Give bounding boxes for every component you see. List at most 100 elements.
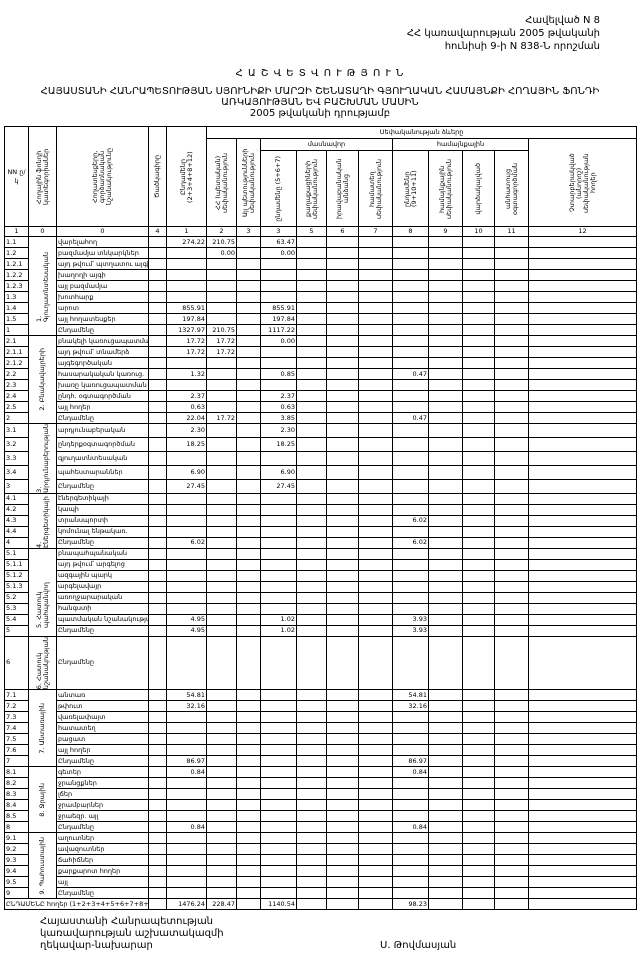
value-cell [296, 700, 327, 713]
value-cell [527, 346, 638, 358]
value-cell [527, 843, 638, 856]
value-cell [206, 799, 237, 812]
value-cell [206, 525, 237, 538]
value-cell [236, 854, 261, 867]
value-cell [206, 423, 237, 438]
value-cell [206, 379, 237, 391]
data-row: 5.1.3 արգելավայր [4, 580, 638, 593]
row-name: Ընդամենը [56, 324, 149, 336]
value-cell [428, 558, 463, 571]
value-cell [358, 291, 393, 303]
value-cell: 17.72 [206, 335, 237, 347]
code-cell [148, 436, 167, 452]
value-cell [236, 799, 261, 812]
row-number: 1.4 [4, 302, 29, 314]
value-cell [392, 346, 429, 358]
value-cell [527, 450, 638, 466]
value-cell [494, 536, 529, 549]
value-cell [206, 766, 237, 779]
row-number: 2.2 [4, 368, 29, 380]
value-cell [236, 711, 261, 724]
row-name: ջրանցքներ [56, 777, 149, 790]
value-cell [358, 368, 393, 380]
value-cell [326, 810, 359, 823]
value-cell [260, 280, 297, 292]
value-cell [392, 379, 429, 391]
value-cell [462, 291, 495, 303]
value-cell [236, 478, 261, 494]
footer-line: Հայաստանի Հանրապետության [40, 916, 214, 927]
value-cell [166, 503, 207, 516]
value-cell [358, 302, 393, 314]
header-text: ընդամենը (5+6+7) [274, 155, 282, 222]
value-cell [428, 478, 463, 494]
value-cell [326, 412, 359, 424]
value-cell [428, 613, 463, 626]
value-cell [236, 810, 261, 823]
row-name: այդ թվում՝ տնամերձ [56, 346, 149, 358]
value-cell [392, 843, 429, 856]
value-cell [206, 810, 237, 823]
value-cell [326, 478, 359, 494]
value-cell [428, 547, 463, 560]
value-cell [494, 602, 529, 615]
value-cell [260, 755, 297, 768]
value-cell [527, 635, 638, 691]
row-name: լճեր [56, 788, 149, 801]
value-cell: 6.90 [166, 464, 207, 480]
row-number: 7.1 [4, 689, 29, 702]
value-cell [527, 744, 638, 757]
value-cell [326, 876, 359, 889]
value-cell [494, 291, 529, 303]
value-cell [527, 865, 638, 878]
value-cell [527, 689, 638, 702]
value-cell [206, 313, 237, 325]
value-cell [392, 602, 429, 615]
value-cell [392, 258, 429, 270]
value-cell [326, 832, 359, 845]
code-cell [148, 514, 167, 527]
header-text: վարձակալված [474, 162, 482, 215]
value-cell [166, 722, 207, 735]
value-cell [527, 302, 638, 314]
header-text: Ծածկագիրը [153, 154, 161, 199]
row-name: բնակելի կառուցապատման [56, 335, 149, 347]
footer-line: ղեկավար-նախարար [40, 940, 153, 951]
value-cell [494, 569, 529, 582]
value-cell [392, 810, 429, 823]
value-cell [296, 591, 327, 604]
row-name: բազմամյա տնկարկներ [56, 247, 149, 259]
value-cell [326, 569, 359, 582]
data-row: 2.2 հասարակական կառուց. 1.32 0.85 0.47 [4, 368, 638, 380]
value-cell [527, 799, 638, 812]
value-cell [462, 335, 495, 347]
value-cell [166, 832, 207, 845]
value-cell [236, 313, 261, 325]
code-cell [148, 335, 167, 347]
value-cell [527, 788, 638, 801]
code-cell [148, 269, 167, 281]
value-cell [462, 390, 495, 402]
value-cell [527, 514, 638, 527]
value-cell [206, 591, 237, 604]
index-cell: 8 [392, 226, 429, 237]
value-cell [358, 313, 393, 325]
value-cell [527, 569, 638, 582]
value-cell [494, 755, 529, 768]
value-cell [494, 733, 529, 746]
value-cell [358, 788, 393, 801]
value-cell [260, 810, 297, 823]
section-cell: 4. Էներգետիկայի [28, 492, 57, 549]
code-cell [148, 302, 167, 314]
value-cell [428, 624, 463, 637]
value-cell [392, 324, 429, 336]
value-cell [392, 423, 429, 438]
data-row: 7.5 բացատ [4, 733, 638, 746]
value-cell [428, 503, 463, 516]
code-cell [148, 357, 167, 369]
value-cell [166, 558, 207, 571]
row-number: 8.1 [4, 766, 29, 779]
total-name: ԸՆԴԱՄԵՆԸ հողեր (1+2+3+4+5+6+7+8+9) [4, 898, 149, 911]
value-cell [428, 525, 463, 538]
value-cell [462, 236, 495, 248]
